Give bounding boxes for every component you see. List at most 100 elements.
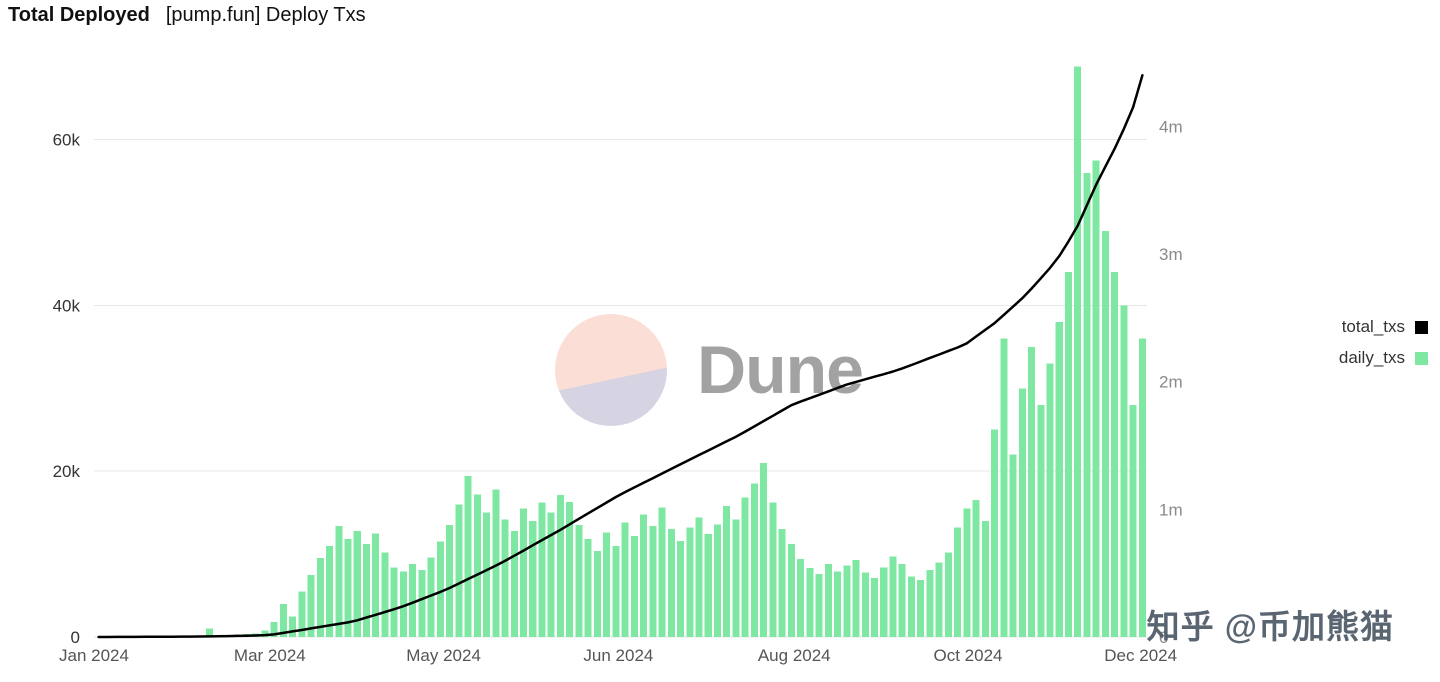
bar-daily-txs: [464, 476, 472, 637]
bar-daily-txs: [1037, 404, 1045, 637]
bar-daily-txs: [603, 532, 611, 637]
bar-daily-txs: [483, 512, 491, 637]
bar-daily-txs: [769, 502, 777, 637]
bar-daily-txs: [1083, 172, 1091, 637]
left-axis-tick: 20k: [53, 462, 81, 481]
bar-daily-txs: [326, 545, 334, 637]
bar-daily-txs: [335, 525, 343, 637]
legend-label-total-txs: total_txs: [1341, 317, 1405, 336]
bar-daily-txs: [732, 519, 740, 637]
bar-daily-txs: [510, 530, 518, 637]
bar-daily-txs: [261, 630, 269, 637]
bar-daily-txs: [1129, 404, 1137, 637]
zhihu-watermark: 知乎 @币加熊猫: [1146, 608, 1394, 645]
bar-daily-txs: [298, 591, 306, 637]
bar-daily-txs: [935, 562, 943, 637]
bar-daily-txs: [289, 616, 297, 637]
bar-daily-txs: [520, 508, 528, 637]
bar-daily-txs: [1018, 388, 1026, 637]
x-axis-tick: Jan 2024: [59, 646, 129, 665]
right-axis-tick: 0: [1159, 628, 1168, 647]
bar-daily-txs: [1111, 272, 1119, 637]
bar-daily-txs: [372, 533, 380, 637]
bar-daily-txs: [760, 462, 768, 637]
x-axis-tick: Aug 2024: [758, 646, 831, 665]
bar-daily-txs: [612, 545, 620, 637]
right-axis-tick: 3m: [1159, 245, 1183, 264]
bar-daily-txs: [787, 544, 795, 637]
bar-daily-txs: [1064, 272, 1072, 637]
bar-daily-txs: [556, 495, 564, 637]
bar-daily-txs: [399, 571, 407, 637]
left-axis-tick: 40k: [53, 296, 81, 315]
bar-daily-txs: [621, 522, 629, 637]
bar-daily-txs: [649, 525, 657, 637]
bar-daily-txs: [713, 524, 721, 637]
bar-daily-txs: [667, 529, 675, 637]
bar-daily-txs: [981, 520, 989, 637]
bar-daily-txs: [806, 568, 814, 637]
bar-daily-txs: [750, 483, 758, 637]
bar-daily-txs: [898, 564, 906, 637]
bar-daily-txs: [815, 573, 823, 637]
bar-daily-txs: [436, 541, 444, 637]
legend-item-daily-txs[interactable]: daily_txs: [1339, 348, 1428, 368]
dune-logo-icon: [555, 314, 667, 426]
bar-daily-txs: [834, 571, 842, 637]
bar-daily-txs: [501, 519, 509, 637]
bar-daily-txs: [1046, 363, 1054, 637]
bar-daily-txs: [880, 567, 888, 637]
bar-daily-txs: [963, 508, 971, 637]
bar-daily-txs: [797, 559, 805, 637]
bar-daily-txs: [316, 558, 324, 637]
x-axis-tick: Jun 2024: [583, 646, 653, 665]
bar-daily-txs: [538, 502, 546, 637]
bar-daily-txs: [917, 579, 925, 637]
x-axis-tick: Mar 2024: [234, 646, 306, 665]
bar-daily-txs: [907, 576, 915, 637]
bar-daily-txs: [704, 534, 712, 637]
bar-daily-txs: [695, 517, 703, 637]
bar-daily-txs: [741, 497, 749, 637]
bar-daily-txs: [1009, 454, 1017, 637]
bar-daily-txs: [1092, 160, 1100, 637]
bar-daily-txs: [584, 539, 592, 637]
bar-daily-txs: [1028, 346, 1036, 637]
bar-daily-txs: [926, 569, 934, 637]
bar-daily-txs: [1101, 230, 1109, 637]
bar-daily-txs: [843, 565, 851, 637]
bar-daily-txs: [205, 628, 213, 637]
bar-daily-txs: [307, 574, 315, 637]
bar-daily-txs: [409, 564, 417, 637]
bar-daily-txs: [1120, 305, 1128, 637]
bar-daily-txs: [871, 578, 879, 637]
bar-daily-txs: [1000, 338, 1008, 637]
bar-daily-txs: [593, 550, 601, 637]
bar-daily-txs: [1138, 338, 1146, 637]
dune-wordmark: Dune: [697, 332, 864, 408]
bar-daily-txs: [353, 530, 361, 637]
bar-daily-txs: [418, 569, 426, 637]
bar-daily-txs: [547, 512, 555, 637]
bar-daily-txs: [677, 540, 685, 637]
bar-daily-txs: [492, 489, 500, 637]
bar-daily-txs: [824, 564, 832, 637]
bar-daily-txs: [390, 567, 398, 637]
legend-swatch-total-txs: [1415, 320, 1428, 334]
bar-daily-txs: [566, 501, 574, 637]
legend-item-total-txs[interactable]: total_txs: [1339, 317, 1428, 337]
bar-daily-txs: [686, 527, 694, 637]
bar-daily-txs: [529, 520, 537, 637]
legend: total_txs daily_txs: [1339, 317, 1428, 368]
bar-daily-txs: [954, 527, 962, 637]
chart-subtitle: [pump.fun] Deploy Txs: [165, 4, 366, 26]
right-axis-tick: 4m: [1159, 117, 1183, 136]
chart-header: Total Deployed [pump.fun] Deploy Txs: [8, 4, 366, 27]
bar-daily-txs: [455, 504, 463, 637]
bar-daily-txs: [575, 525, 583, 637]
bar-daily-txs: [1074, 66, 1082, 637]
bar-daily-txs: [944, 552, 952, 637]
bar-daily-txs: [972, 500, 980, 637]
left-axis-tick: 0: [71, 628, 80, 647]
